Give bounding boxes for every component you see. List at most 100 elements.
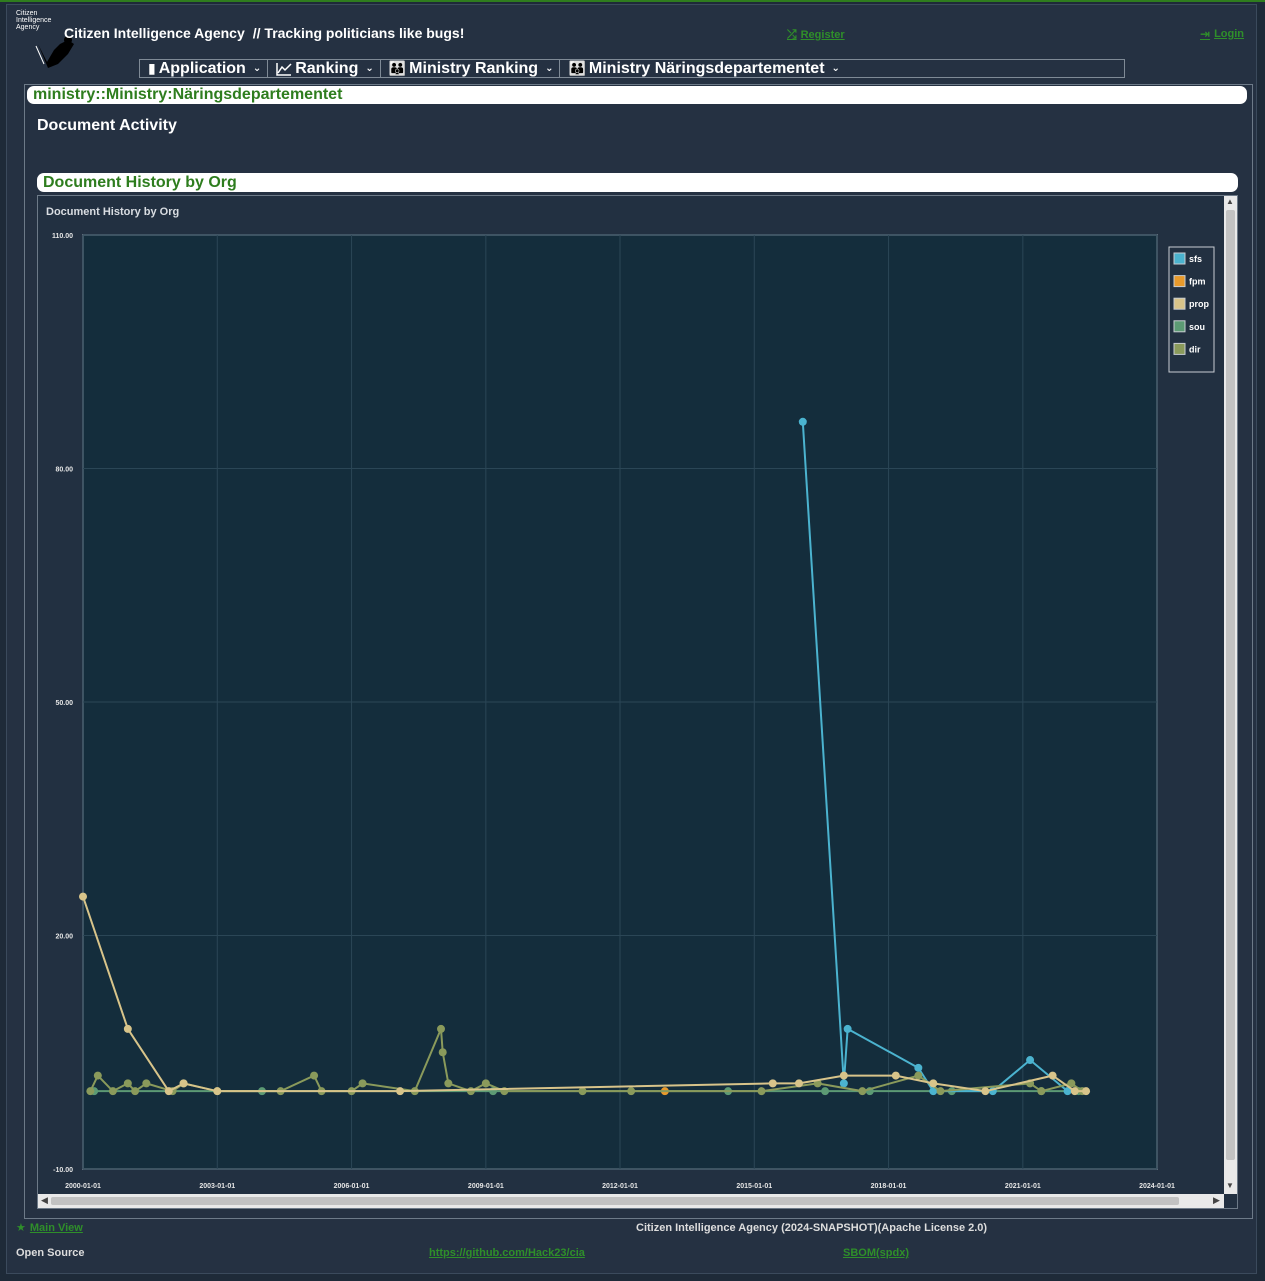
chart-title: Document History by Org xyxy=(46,206,179,218)
main-view-link[interactable]: ★ Main View xyxy=(16,1221,83,1235)
data-point-prop xyxy=(164,1087,173,1096)
legend-label-dir: dir xyxy=(1189,344,1201,354)
data-point-prop xyxy=(981,1087,990,1096)
menu-label: Ministry Ranking xyxy=(409,59,539,77)
data-point-dir xyxy=(481,1079,490,1088)
x-tick-label: 2018-01-01 xyxy=(871,1183,907,1190)
data-point-prop xyxy=(891,1071,900,1080)
data-point-dir xyxy=(914,1071,923,1080)
main-view-label: Main View xyxy=(29,1221,83,1234)
page-title: ministry::Ministry:Näringsdepartementet xyxy=(27,86,1247,104)
x-tick-label: 2015-01-01 xyxy=(736,1183,772,1190)
data-point-prop xyxy=(929,1079,938,1088)
data-point-sou xyxy=(821,1087,830,1096)
data-point-dir xyxy=(444,1079,453,1088)
menu-label: Application xyxy=(158,59,246,77)
menu-ministry-ranking[interactable]: 👪 Ministry Ranking ⌄ xyxy=(381,60,561,77)
x-tick-label: 2000-01-01 xyxy=(65,1183,101,1190)
chevron-down-icon: ⌄ xyxy=(252,63,262,74)
legend-label-prop: prop xyxy=(1189,299,1209,309)
legend-swatch-sou xyxy=(1173,320,1186,333)
data-point-sfs xyxy=(914,1063,923,1072)
chevron-down-icon: ⌄ xyxy=(545,63,554,74)
group-icon: 👪 xyxy=(388,60,407,76)
y-tick-label: 110.00 xyxy=(52,233,73,240)
legend-box xyxy=(1168,246,1215,373)
menu-label: Ranking xyxy=(295,59,359,77)
data-point-dir xyxy=(578,1087,587,1096)
data-point-prop xyxy=(768,1079,777,1088)
x-tick-label: 2009-01-01 xyxy=(468,1183,504,1190)
data-point-sfs xyxy=(843,1024,852,1033)
data-point-prop xyxy=(396,1087,405,1096)
menu-ranking[interactable]: Ranking ⌄ xyxy=(268,60,381,77)
app-tagline: // Tracking politicians like bugs! xyxy=(252,25,465,41)
legend-swatch-sfs xyxy=(1173,252,1186,265)
menu-ministry-naringsdepartementet[interactable]: 👪 Ministry Näringsdepartementet ⌄ xyxy=(560,60,845,77)
star-icon: ★ xyxy=(16,1222,26,1234)
y-tick-label: 80.00 xyxy=(55,467,73,474)
data-point-sfs xyxy=(798,417,807,426)
app-title: Citizen Intelligence Agency // Tracking p… xyxy=(64,25,464,41)
data-point-dir xyxy=(936,1087,945,1096)
menu-label: Ministry Näringsdepartementet xyxy=(588,59,825,77)
data-point-dir xyxy=(131,1087,140,1096)
logo-text: Citizen Intelligence Agency xyxy=(16,10,52,31)
horizontal-scrollbar[interactable]: ◀ ▶ xyxy=(38,1194,1224,1208)
data-point-sfs xyxy=(839,1079,848,1088)
legend-label-fpm: fpm xyxy=(1189,277,1206,287)
data-point-prop xyxy=(213,1087,222,1096)
data-point-dir xyxy=(437,1024,445,1033)
scroll-left-icon[interactable]: ◀ xyxy=(41,1195,48,1205)
github-link[interactable]: https://github.com/Hack23/cia xyxy=(429,1247,585,1259)
data-point-dir xyxy=(438,1048,447,1057)
data-point-dir xyxy=(142,1079,151,1088)
x-tick-label: 2012-01-01 xyxy=(602,1183,638,1190)
data-point-sfs xyxy=(1026,1056,1035,1065)
shuffle-icon: ⤮ xyxy=(787,27,797,41)
sign-in-icon: ⇥ xyxy=(1200,27,1211,41)
footer-version: Citizen Intelligence Agency (2024-SNAPSH… xyxy=(636,1222,988,1234)
top-accent-line xyxy=(0,0,1265,2)
data-point-dir xyxy=(1067,1079,1076,1088)
app-name: Citizen Intelligence Agency xyxy=(64,25,245,41)
vertical-scrollbar[interactable]: ▲ ▼ xyxy=(1224,196,1237,1194)
data-point-prop xyxy=(1070,1087,1079,1096)
horizontal-scroll-thumb[interactable] xyxy=(51,1197,1179,1205)
y-tick-label: 50.00 xyxy=(55,700,73,707)
vertical-scroll-thumb[interactable] xyxy=(1226,210,1235,1160)
bug-logo-icon xyxy=(35,36,74,68)
menu-application[interactable]: ▮ Application ⌄ xyxy=(140,59,269,77)
legend-swatch-dir xyxy=(1173,342,1186,355)
scroll-up-icon[interactable]: ▲ xyxy=(1226,197,1234,206)
chevron-down-icon: ⌄ xyxy=(365,63,374,74)
document-icon: ▮ xyxy=(148,60,156,76)
data-point-dir xyxy=(627,1087,636,1096)
login-link[interactable]: ⇥ Login xyxy=(1200,27,1244,41)
data-point-prop xyxy=(123,1024,132,1033)
data-point-dir xyxy=(93,1071,102,1080)
x-tick-label: 2024-01-01 xyxy=(1139,1183,1175,1190)
y-tick-label: -10.00 xyxy=(53,1167,73,1174)
register-link[interactable]: ⤮ Register xyxy=(787,27,845,42)
data-point-dir xyxy=(466,1087,475,1096)
data-point-prop xyxy=(839,1071,848,1080)
register-label: Register xyxy=(800,28,845,41)
footer-open-source: Open Source xyxy=(16,1247,85,1259)
sbom-link[interactable]: SBOM(spdx) xyxy=(843,1247,909,1259)
legend-swatch-prop xyxy=(1173,297,1186,310)
data-point-dir xyxy=(1037,1087,1046,1096)
cia-logo[interactable]: Citizen Intelligence Agency xyxy=(14,10,74,72)
data-point-prop xyxy=(179,1079,188,1088)
data-point-sfs xyxy=(929,1087,938,1096)
x-tick-label: 2021-01-01 xyxy=(1005,1183,1041,1190)
data-point-dir xyxy=(108,1087,117,1096)
scroll-right-icon[interactable]: ▶ xyxy=(1213,1195,1220,1205)
line-chart-icon xyxy=(276,62,292,76)
scroll-down-icon[interactable]: ▼ xyxy=(1226,1181,1234,1190)
data-point-prop xyxy=(79,892,87,901)
x-tick-label: 2003-01-01 xyxy=(199,1183,235,1190)
data-point-dir xyxy=(123,1079,132,1088)
chevron-down-icon: ⌄ xyxy=(831,63,840,74)
data-point-dir xyxy=(86,1087,95,1096)
